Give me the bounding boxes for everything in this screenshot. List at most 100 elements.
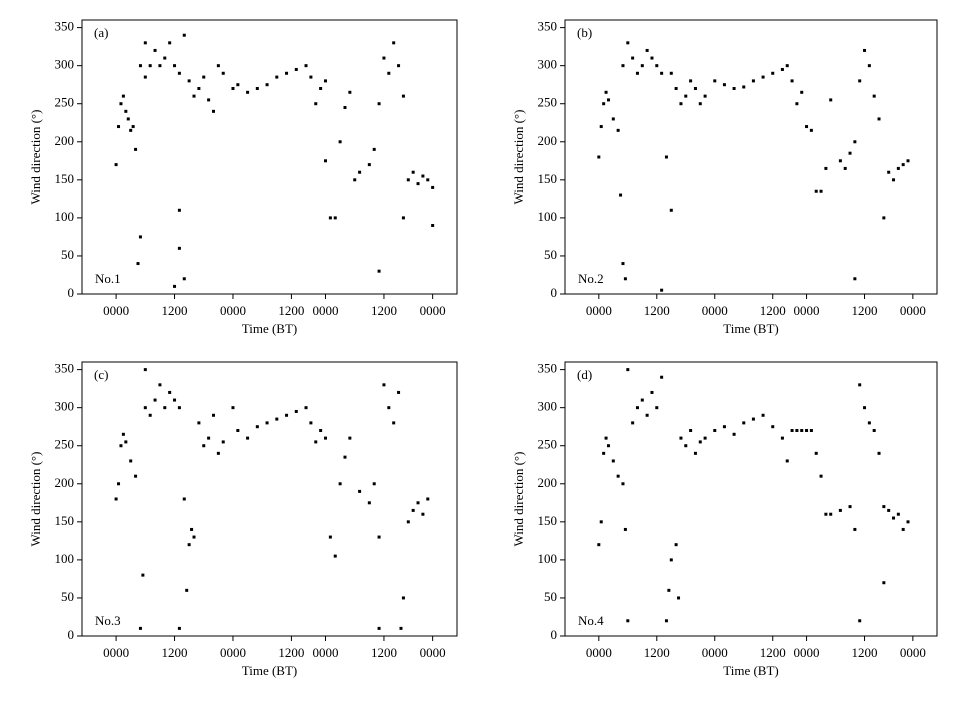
point bbox=[190, 527, 194, 531]
panel: 0 50 100 150 200 250 300 350 0000 1200 0000 1200 000… bbox=[28, 19, 458, 336]
point bbox=[713, 429, 717, 432]
y-tick-label: 300 bbox=[538, 399, 558, 414]
point bbox=[275, 417, 279, 421]
x-tick-label: 0000 bbox=[900, 645, 926, 660]
point bbox=[732, 87, 736, 90]
point bbox=[684, 444, 688, 448]
point bbox=[314, 440, 318, 444]
point bbox=[138, 626, 142, 630]
point bbox=[824, 512, 828, 516]
point bbox=[677, 596, 681, 600]
point bbox=[372, 482, 376, 486]
y-tick-label: 250 bbox=[55, 437, 75, 452]
point bbox=[722, 83, 726, 87]
point bbox=[255, 87, 259, 90]
x-tick-label: 0000 bbox=[900, 303, 926, 318]
point bbox=[882, 581, 886, 585]
point bbox=[177, 406, 181, 410]
point bbox=[131, 125, 135, 129]
point bbox=[795, 429, 799, 432]
point bbox=[800, 90, 804, 94]
point bbox=[333, 216, 337, 220]
point bbox=[319, 87, 323, 90]
point bbox=[645, 413, 649, 417]
y-tick-label: 0 bbox=[68, 627, 75, 642]
x-axis-label: Time (BT) bbox=[723, 321, 779, 336]
point bbox=[621, 262, 625, 266]
point bbox=[119, 444, 123, 448]
x-tick-label: 0000 bbox=[794, 303, 820, 318]
point bbox=[182, 33, 186, 37]
point bbox=[669, 71, 673, 75]
point bbox=[896, 166, 900, 170]
point bbox=[669, 558, 673, 562]
point bbox=[114, 497, 118, 501]
point bbox=[177, 71, 181, 75]
point bbox=[285, 413, 289, 417]
point bbox=[906, 520, 910, 524]
point bbox=[619, 193, 623, 197]
point bbox=[853, 277, 857, 281]
y-tick-label: 300 bbox=[538, 57, 558, 72]
point bbox=[829, 98, 833, 102]
point bbox=[431, 185, 435, 189]
point bbox=[197, 421, 201, 425]
point bbox=[805, 125, 809, 129]
point bbox=[387, 71, 391, 75]
point bbox=[882, 505, 886, 509]
point bbox=[785, 459, 789, 463]
point bbox=[887, 508, 891, 512]
point bbox=[324, 159, 328, 163]
point bbox=[187, 543, 191, 547]
point bbox=[236, 429, 240, 432]
y-tick-label: 0 bbox=[68, 285, 75, 300]
point bbox=[819, 474, 823, 478]
panel: 0 50 100 150 200 250 300 350 0000 1200 0000 1200 000… bbox=[511, 361, 938, 678]
point bbox=[867, 421, 871, 425]
point bbox=[216, 451, 220, 455]
point bbox=[742, 421, 746, 425]
point bbox=[185, 588, 189, 592]
point bbox=[863, 48, 867, 52]
point bbox=[761, 413, 765, 417]
point bbox=[207, 436, 211, 440]
point bbox=[143, 406, 147, 410]
point bbox=[121, 94, 125, 98]
x-tick-label: 0000 bbox=[220, 303, 246, 318]
point bbox=[606, 444, 610, 448]
x-tick-label: 1200 bbox=[644, 303, 670, 318]
point bbox=[780, 436, 784, 440]
point bbox=[645, 48, 649, 52]
point bbox=[771, 71, 775, 75]
point bbox=[377, 535, 381, 539]
point bbox=[138, 235, 142, 239]
point bbox=[599, 520, 603, 524]
point bbox=[795, 102, 799, 106]
point bbox=[348, 90, 352, 94]
point bbox=[602, 102, 606, 106]
point bbox=[124, 440, 128, 444]
x-tick-label: 1200 bbox=[760, 303, 786, 318]
point bbox=[401, 596, 405, 600]
y-tick-label: 50 bbox=[61, 589, 74, 604]
point bbox=[650, 56, 654, 60]
point bbox=[207, 98, 211, 102]
point bbox=[693, 451, 697, 455]
x-tick-label: 1200 bbox=[278, 645, 304, 660]
y-tick-label: 200 bbox=[538, 475, 558, 490]
x-tick-label: 1200 bbox=[760, 645, 786, 660]
point bbox=[848, 151, 852, 155]
point bbox=[623, 277, 627, 281]
point bbox=[401, 216, 405, 220]
y-tick-label: 150 bbox=[55, 171, 75, 186]
point bbox=[901, 527, 905, 531]
x-tick-label: 1200 bbox=[371, 645, 397, 660]
x-axis-label: Time (BT) bbox=[723, 663, 779, 678]
point bbox=[411, 170, 415, 174]
point bbox=[143, 368, 147, 372]
point bbox=[621, 482, 625, 486]
point bbox=[328, 216, 332, 220]
point bbox=[674, 87, 678, 90]
y-tick-label: 300 bbox=[55, 57, 75, 72]
